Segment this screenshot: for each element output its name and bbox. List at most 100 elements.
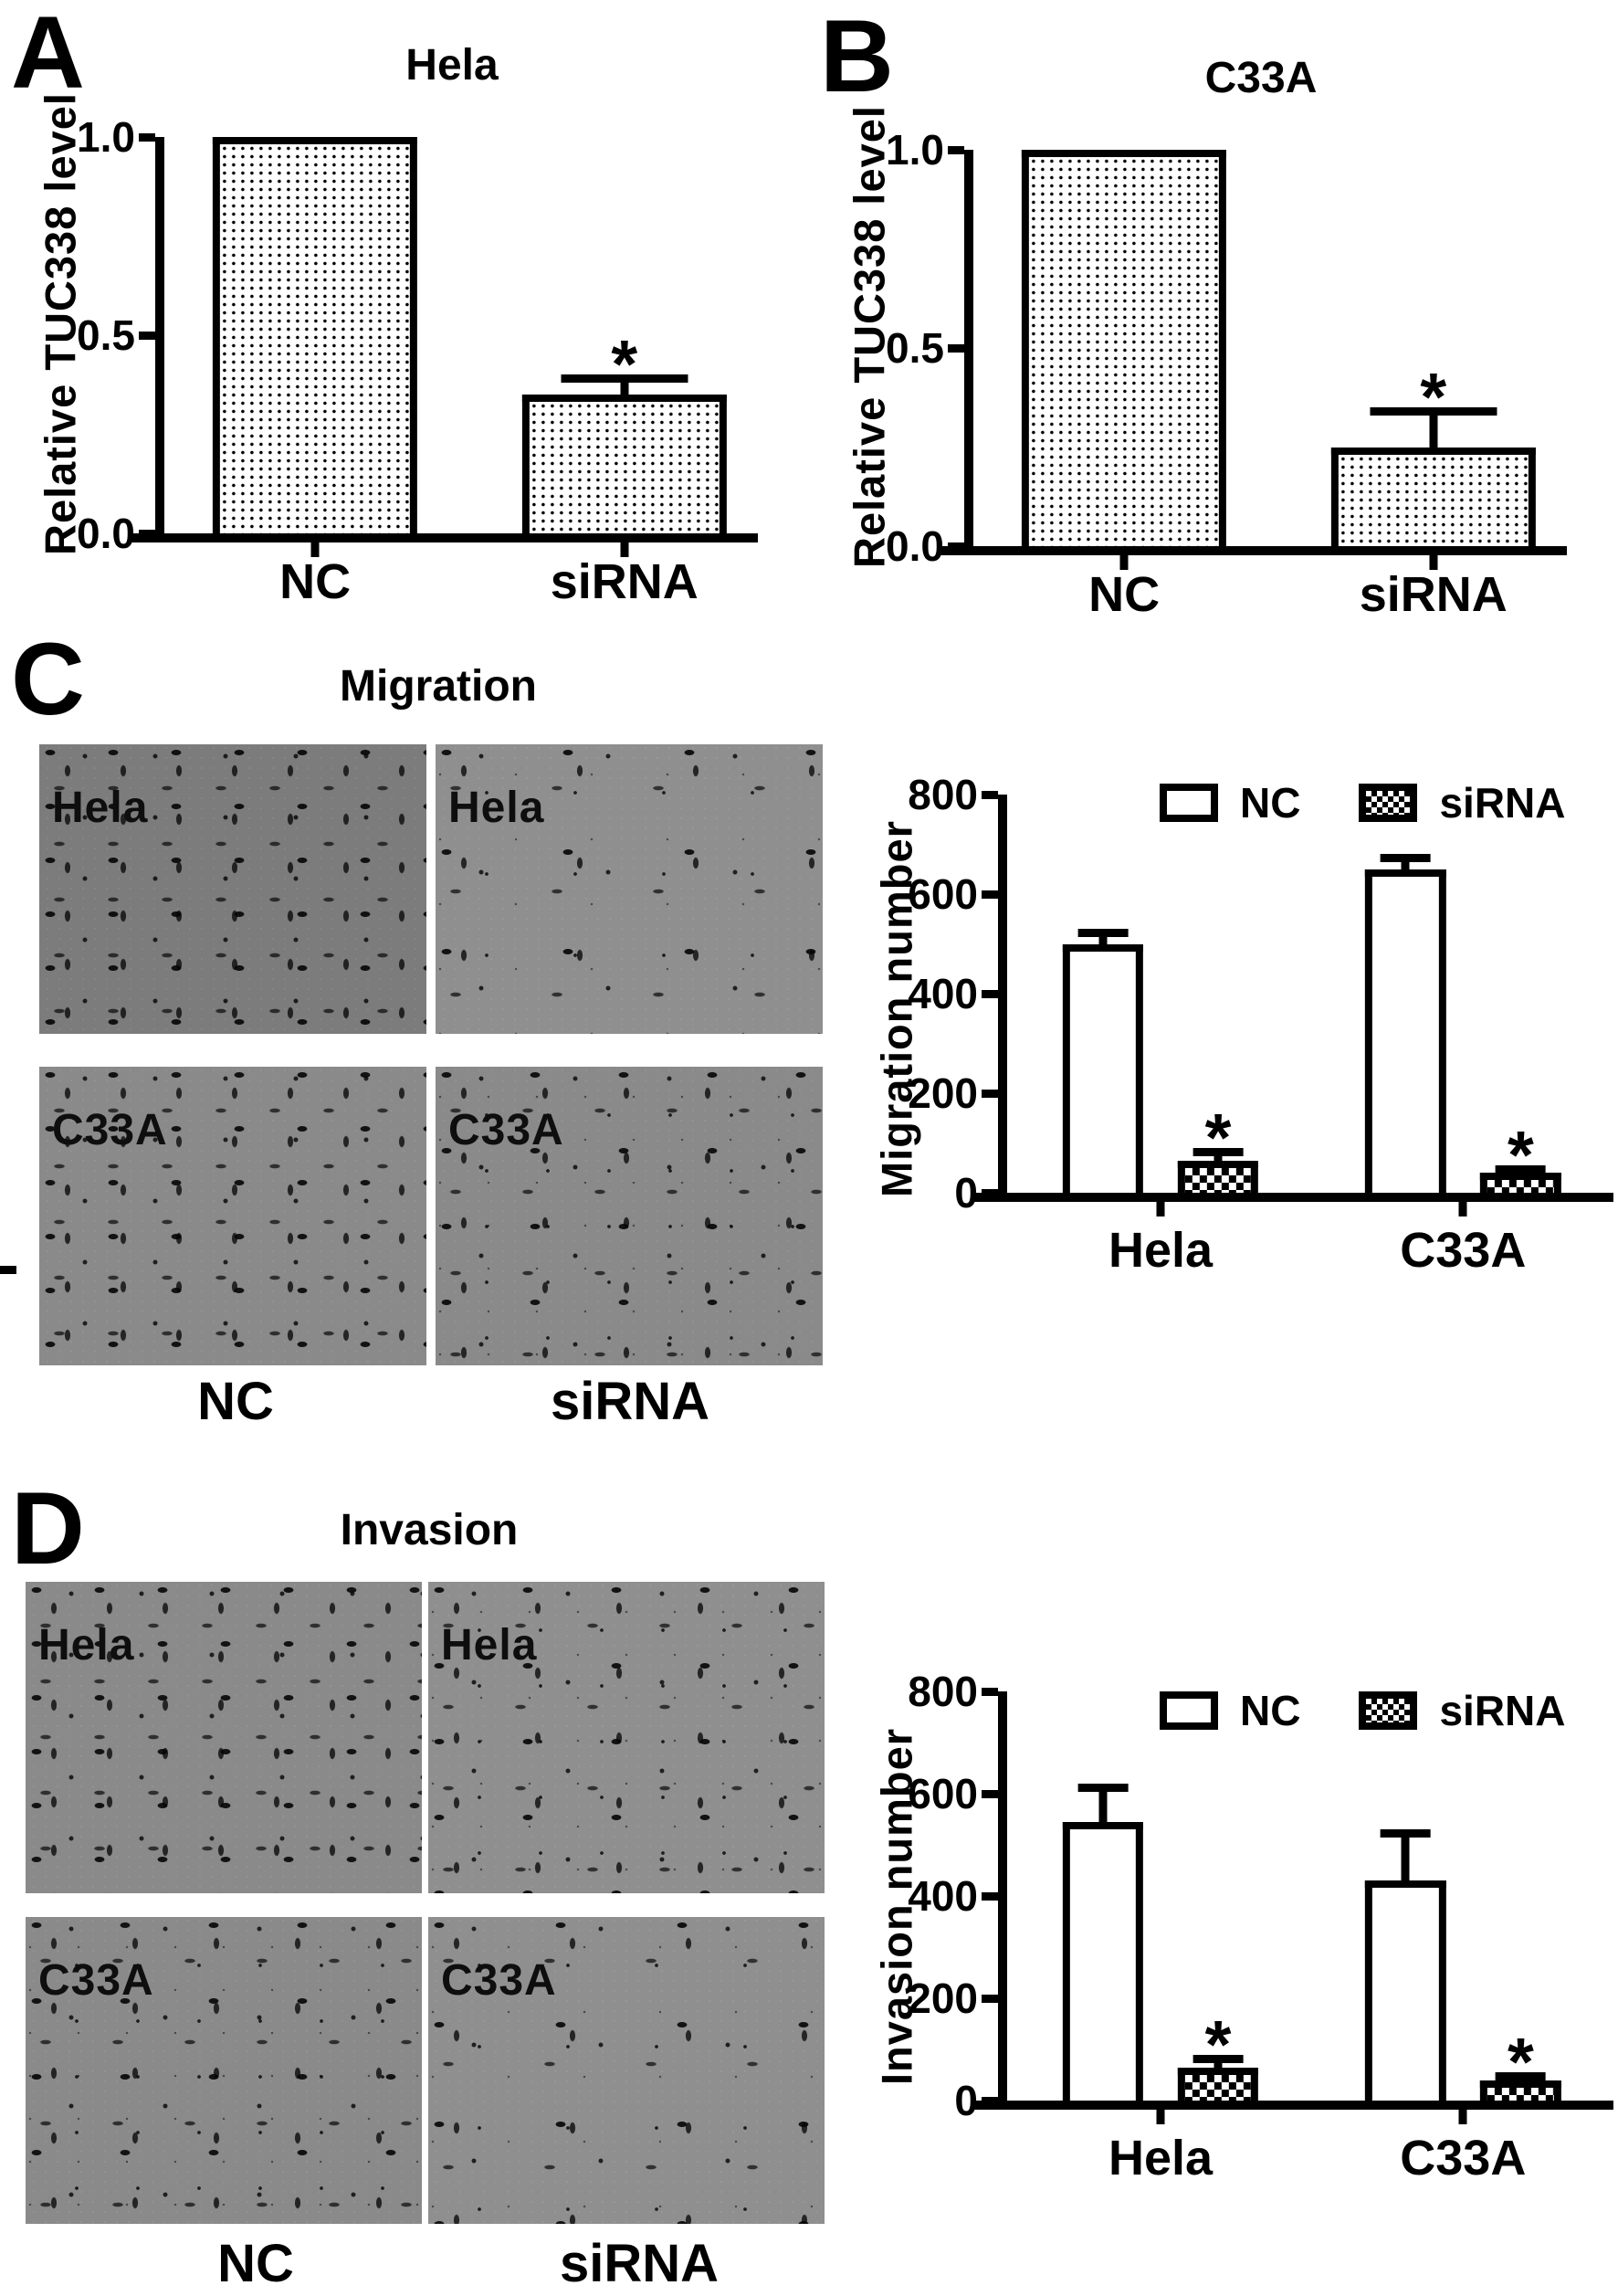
bar-sirna-hela [1177,1160,1259,1193]
y-tick-label: 0 [954,1169,978,1216]
y-tick [948,145,964,154]
micro-image-migration-c33a-nc: C33A [39,1067,426,1365]
significance-star: * [1420,359,1447,436]
invasion-column-label-nc: NC [217,2234,294,2293]
panel-letter-b: B [820,0,894,113]
micro-image-invasion-c33a-nc: C33A [26,1917,422,2224]
error-bar-stem [620,374,629,395]
y-tick [139,132,155,142]
y-tick-label: 400 [908,1872,978,1920]
panel-letter-c: C [11,622,85,736]
migration-column-label-sirna: siRNA [550,1372,710,1431]
legend-swatch-nc [1160,784,1218,822]
significance-star: * [1204,2006,1232,2082]
x-tick [1119,555,1129,570]
legend-item-nc: NC [1160,1686,1300,1735]
legend-label-nc: NC [1240,1687,1301,1734]
micro-image-invasion-hela-nc: Hela [26,1582,422,1893]
x-category-label: C33A [1400,2131,1527,2185]
x-tick [1458,1202,1467,1216]
panel-letter-a: A [11,0,85,110]
x-tick [620,542,629,557]
bar-nc-hela [1062,943,1144,1193]
error-bar-cap [1192,1147,1244,1156]
x-category-label: siRNA [550,554,699,609]
bar-sirna-c33a [1480,1173,1561,1193]
y-tick [139,331,155,340]
invasion-column-label-sirna: siRNA [559,2234,720,2293]
y-tick [982,1089,998,1098]
panel-d-title: Invasion [340,1506,519,1554]
bar-nc [1021,150,1227,546]
bar-nc-hela [1062,1821,1144,2101]
bar-sirna [1330,447,1536,546]
y-tick [982,890,998,899]
legend-label-sirna: siRNA [1439,1687,1566,1734]
significance-star: * [1508,1117,1534,1194]
bar-nc [212,137,418,533]
y-tick [139,529,155,538]
error-bar-cap [1077,1783,1129,1792]
chart-invasion: Invasion number NC siRNA 0 200 400 600 800 * H… [867,1609,1618,2249]
x-category-label: NC [279,554,352,609]
legend-item-nc: NC [1160,778,1300,827]
x-category-label: C33A [1400,1223,1527,1278]
x-tick [1458,2110,1467,2124]
error-bar-cap [1496,2072,1546,2081]
y-tick-label: 0.0 [886,522,944,570]
micro-image-migration-hela-sirna: Hela [436,744,823,1034]
legend-swatch-sirna [1359,1691,1418,1730]
image-label: Hela [38,1621,135,1669]
x-axis-line [130,533,164,542]
image-label: Hela [52,784,149,832]
y-tick [982,2096,998,2105]
plot-area: 0 200 400 600 800 * Hela * C33A [908,1670,1613,2183]
y-tick [982,989,998,998]
significance-star: * [1204,1099,1232,1175]
y-tick-label: 200 [908,1069,978,1117]
y-tick [948,343,964,353]
panel-letter-d: D [11,1471,85,1585]
legend-label-nc: NC [1240,779,1301,827]
x-category-label: Hela [1108,2131,1214,2185]
plot-area: 0.0 0.5 1.0 NC * siRNA [77,116,758,606]
y-tick [982,1687,998,1696]
migration-image-grid: Hela Hela C33A C33A [39,744,823,1365]
bar-sirna [521,395,727,533]
bar-nc-c33a [1365,869,1446,1193]
x-category-label: NC [1088,567,1161,622]
y-tick-label: 0.5 [886,324,944,372]
image-label: C33A [448,1106,564,1154]
legend: NC siRNA [1160,778,1565,827]
x-axis-line [972,1193,1007,1202]
chart-tuc338-c33a: Relative TUC338 level 0.0 0.5 1.0 NC * siRNA [809,0,1618,639]
x-tick [1156,1202,1165,1216]
micro-image-migration-hela-nc: Hela [39,744,426,1034]
y-tick-label: 200 [908,1975,978,2022]
x-tick [1156,2110,1165,2124]
error-bar-stem [1429,407,1438,448]
panel-b-title: C33A [1204,54,1318,102]
y-tick [982,790,998,799]
plot-area: 0 200 400 600 800 * Hela * C33A [908,774,1613,1275]
x-category-label: siRNA [1359,567,1508,622]
y-tick-label: 600 [908,1770,978,1817]
micro-image-invasion-hela-sirna: Hela [428,1582,825,1893]
image-label: C33A [441,1956,557,2005]
x-axis-line [972,2101,1007,2110]
y-tick-label: 400 [908,970,978,1017]
x-tick [1429,555,1438,570]
legend-item-sirna: siRNA [1359,1686,1565,1735]
image-label: C33A [38,1956,154,2005]
x-tick [310,542,320,557]
error-bar-stem [1401,1829,1410,1881]
micro-image-invasion-c33a-sirna: C33A [428,1917,825,2224]
y-tick [948,542,964,551]
y-tick-label: 600 [908,870,978,918]
y-tick-label: 0.5 [77,311,135,359]
plot-area: 0.0 0.5 1.0 NC * siRNA [886,129,1567,619]
significance-star: * [1508,2024,1534,2101]
bar-sirna-c33a [1480,2080,1561,2101]
migration-column-label-nc: NC [197,1372,274,1431]
